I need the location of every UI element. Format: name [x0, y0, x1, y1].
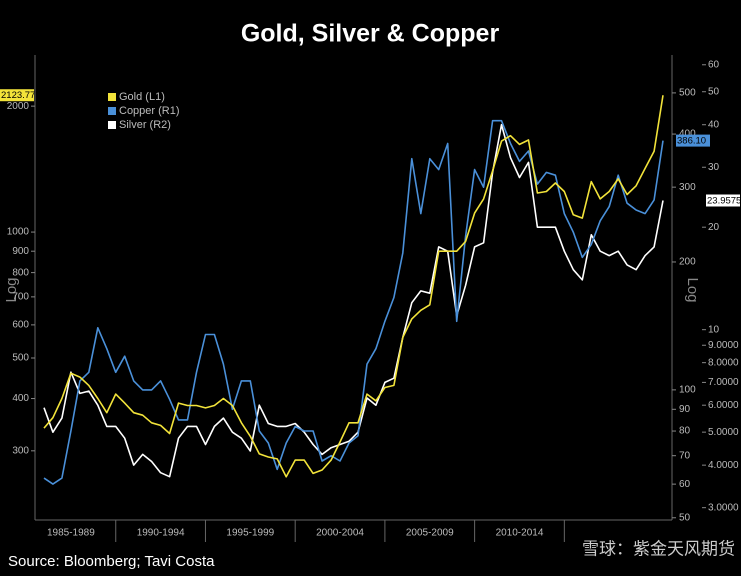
- x-tick-label: 1995-1999: [226, 528, 274, 539]
- y2-tick-label: 300: [679, 182, 696, 193]
- end-value-label: 2123.77: [1, 90, 35, 101]
- y3-tick-label: 30: [708, 162, 720, 173]
- legend-swatch: [108, 121, 116, 129]
- end-value-tag: 386.10: [676, 134, 710, 147]
- y3-tick-label: 7.0000: [708, 377, 739, 388]
- end-value-label: 23.9575: [707, 196, 741, 207]
- y2-tick-label: 80: [679, 426, 691, 437]
- y2-tick-label: 50: [679, 512, 691, 523]
- y-tick-label: 1000: [7, 227, 30, 238]
- y-tick-label: 600: [12, 320, 29, 331]
- legend-label: Silver (R2): [119, 119, 171, 131]
- end-value-label: 386.10: [677, 136, 706, 147]
- watermark: 雪球：紫金天风期货: [582, 539, 735, 558]
- y-tick-label: 2000: [7, 101, 30, 112]
- y3-tick-label: 10: [708, 324, 720, 335]
- source-note: Source: Bloomberg; Tavi Costa: [8, 553, 215, 570]
- x-tick-label: 2005-2009: [406, 528, 454, 539]
- y-tick-label: 800: [12, 267, 29, 278]
- series-line: [43, 119, 664, 485]
- legend-swatch: [108, 107, 116, 115]
- y3-tick-label: 9.0000: [708, 340, 739, 351]
- y2-tick-label: 70: [679, 450, 691, 461]
- legend-swatch: [108, 93, 116, 101]
- y3-tick-label: 60: [708, 59, 720, 70]
- legend-label: Gold (L1): [119, 91, 165, 103]
- y3-tick-label: 20: [708, 222, 720, 233]
- y2-tick-label: 200: [679, 257, 696, 268]
- y3-tick-label: 4.0000: [708, 460, 739, 471]
- legend-label: Copper (R1): [119, 105, 180, 117]
- series-line: [43, 95, 664, 478]
- y-tick-label: 300: [12, 445, 29, 456]
- y3-tick-label: 5.0000: [708, 427, 739, 438]
- y3-tick-label: 50: [708, 86, 720, 97]
- y3-tick-label: 6.0000: [708, 400, 739, 411]
- x-tick-label: 2000-2004: [316, 528, 364, 539]
- y3-tick-label: 8.0000: [708, 357, 739, 368]
- y-axis-title: Log: [3, 277, 20, 302]
- y3-tick-label: 40: [708, 119, 720, 130]
- series-line: [43, 123, 664, 478]
- y2-tick-label: 100: [679, 385, 696, 396]
- y-tick-label: 900: [12, 246, 29, 257]
- y2-tick-label: 400: [679, 129, 696, 140]
- end-value-box: [676, 134, 710, 147]
- y2-tick-label: 90: [679, 404, 691, 415]
- y2-tick-label: 500: [679, 88, 696, 99]
- x-tick-label: 2010-2014: [496, 528, 544, 539]
- end-value-tag: 2123.77: [0, 89, 35, 101]
- y3-tick-label: 3.0000: [708, 502, 739, 513]
- end-value-box: [0, 89, 34, 102]
- chart-title: Gold, Silver & Copper: [241, 20, 500, 48]
- y2-tick-label: 60: [679, 479, 691, 490]
- y-tick-label: 500: [12, 353, 29, 364]
- y-tick-label: 700: [12, 292, 29, 303]
- x-tick-label: 1985-1989: [47, 528, 95, 539]
- x-tick-label: 1990-1994: [137, 528, 185, 539]
- y-tick-label: 400: [12, 393, 29, 404]
- end-value-tag: 23.9575: [706, 194, 741, 207]
- y2-axis-title: Log: [684, 277, 701, 302]
- end-value-box: [706, 194, 740, 207]
